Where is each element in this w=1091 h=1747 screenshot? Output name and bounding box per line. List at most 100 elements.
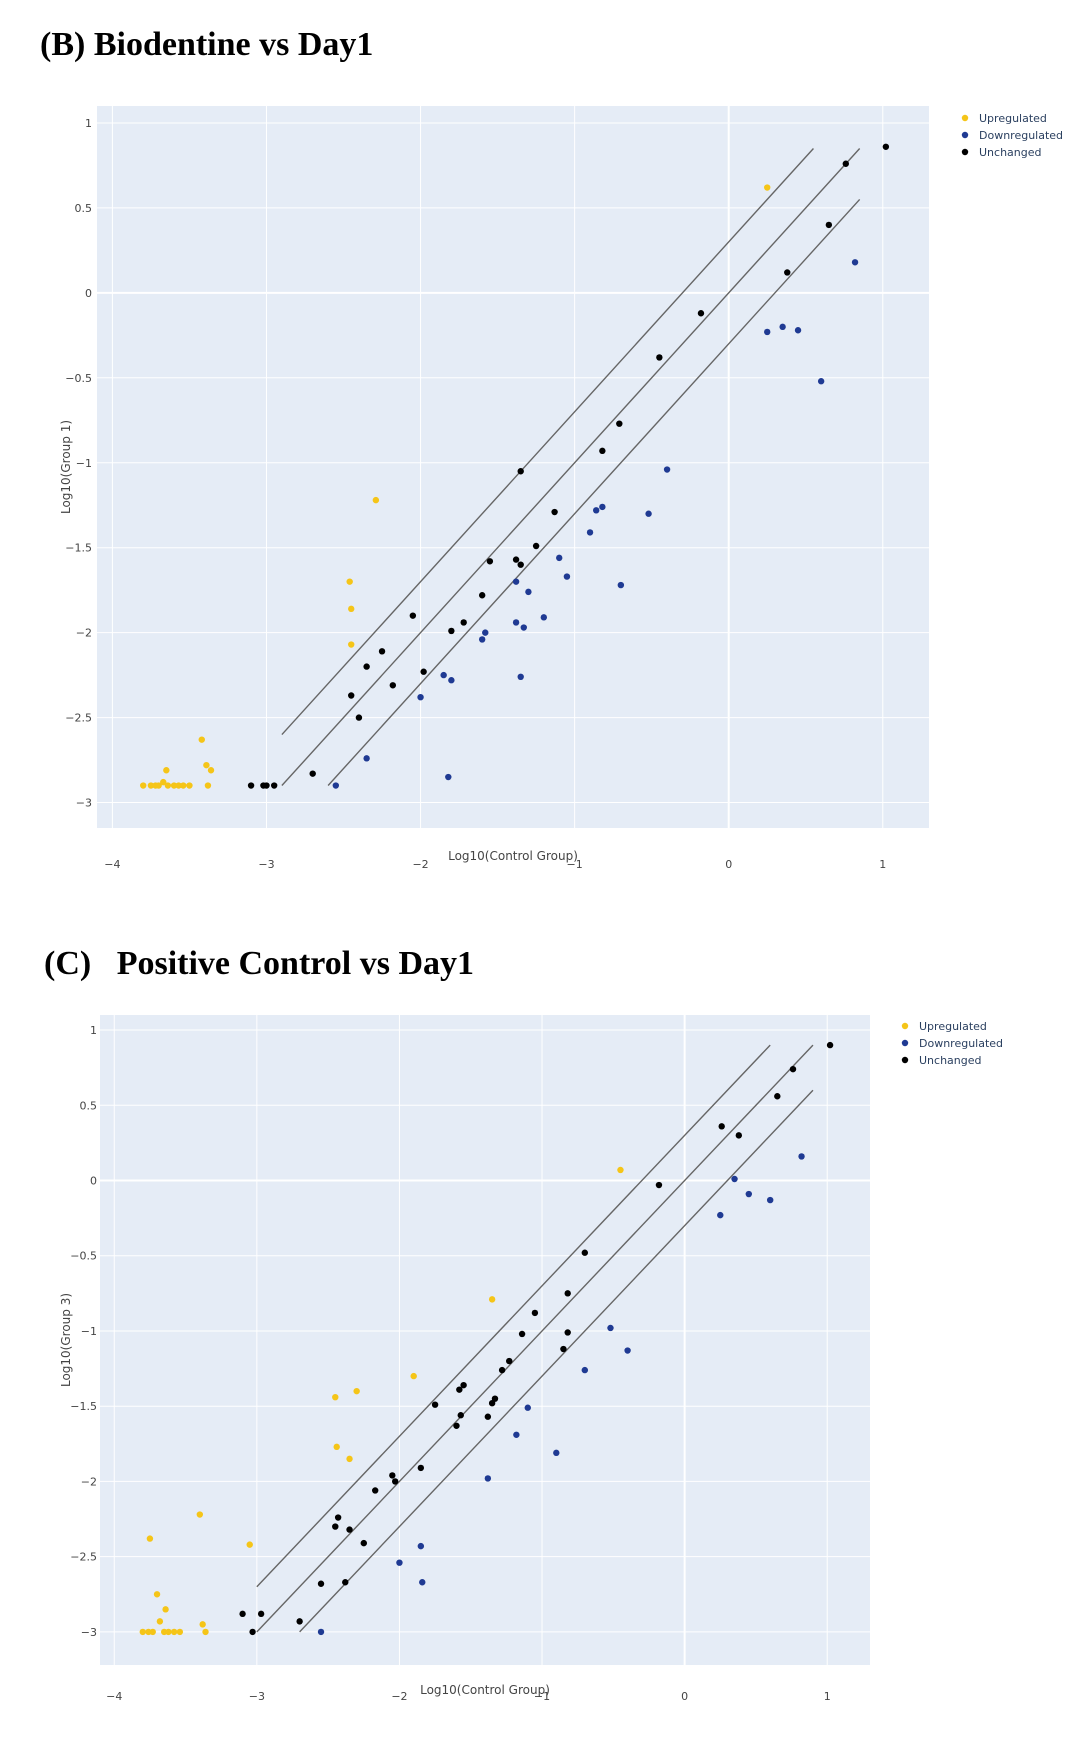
- fold-change-line: [256, 1044, 814, 1633]
- downregulated-point: [440, 671, 447, 679]
- upregulated-point: [162, 1606, 169, 1613]
- legend-label: Downregulated: [979, 129, 1063, 142]
- downregulated-point: [512, 619, 520, 626]
- upregulated-point: [617, 1166, 624, 1174]
- downregulated-point: [417, 693, 424, 701]
- upregulated-point: [164, 782, 172, 789]
- unchanged-point: [457, 1412, 464, 1419]
- unchanged-point: [560, 1345, 567, 1353]
- upregulated-point: [246, 1541, 253, 1548]
- y-tick-label: 0: [90, 1175, 97, 1188]
- downregulated-point: [524, 1404, 531, 1411]
- fold-change-line: [281, 148, 861, 786]
- unchanged-point: [486, 558, 494, 565]
- unchanged-point: [655, 1181, 663, 1189]
- x-tick-label: −2: [412, 858, 428, 871]
- downregulated-point: [556, 554, 563, 562]
- downregulated-point: [731, 1175, 738, 1183]
- unchanged-point: [460, 1381, 467, 1389]
- downregulated-point: [798, 1153, 805, 1160]
- x-tick-label: 0: [725, 858, 732, 871]
- downregulated-point: [520, 624, 527, 631]
- y-tick-label: 1: [90, 1024, 97, 1037]
- unchanged-point: [826, 1041, 834, 1049]
- upregulated-point: [163, 767, 170, 774]
- upregulated-point: [204, 782, 212, 789]
- unchanged-point: [257, 1610, 265, 1618]
- unchanged-point: [360, 1539, 367, 1547]
- unchanged-point: [456, 1386, 463, 1393]
- unchanged-point: [532, 542, 540, 550]
- y-tick-label: −3: [81, 1626, 97, 1639]
- downregulated-point: [363, 755, 370, 762]
- x-tick-label: −2: [391, 1690, 407, 1703]
- legend-marker: [901, 1022, 909, 1030]
- y-tick-label: −2.5: [65, 712, 92, 725]
- downregulated-point: [517, 673, 524, 681]
- unchanged-point: [363, 663, 370, 670]
- downregulated-point: [586, 529, 594, 536]
- upregulated-point: [203, 761, 210, 769]
- x-tick-label: −3: [258, 858, 274, 871]
- unchanged-point: [506, 1357, 513, 1365]
- unchanged-point: [784, 269, 791, 276]
- unchanged-point: [616, 420, 623, 427]
- unchanged-point: [531, 1309, 539, 1317]
- unchanged-point: [409, 612, 417, 619]
- x-tick-label: −4: [106, 1690, 122, 1703]
- unchanged-point: [342, 1579, 349, 1586]
- unchanged-point: [389, 682, 397, 689]
- legend-marker: [901, 1039, 909, 1047]
- upregulated-point: [353, 1387, 360, 1395]
- downregulated-point: [779, 323, 786, 331]
- downregulated-point: [525, 588, 532, 596]
- unchanged-point: [372, 1487, 379, 1494]
- fold-change-line: [299, 1089, 814, 1633]
- unchanged-point: [825, 221, 833, 229]
- y-tick-label: −1: [81, 1325, 97, 1338]
- upregulated-point: [140, 782, 147, 789]
- x-tick-label: −4: [104, 858, 120, 871]
- downregulated-point: [645, 510, 652, 517]
- upregulated-point: [488, 1296, 496, 1303]
- downregulated-point: [851, 259, 859, 266]
- unchanged-point: [317, 1580, 325, 1587]
- legend-label: Unchanged: [919, 1054, 982, 1067]
- upregulated-point: [180, 782, 187, 789]
- y-tick-label: 0.5: [80, 1099, 98, 1112]
- unchanged-point: [718, 1123, 725, 1130]
- upregulated-point: [170, 782, 178, 789]
- downregulated-point: [581, 1366, 589, 1374]
- x-tick-label: −1: [534, 1690, 550, 1703]
- downregulated-point: [513, 1431, 520, 1438]
- legend-marker: [901, 1056, 909, 1064]
- upregulated-point: [207, 767, 215, 774]
- upregulated-point: [348, 641, 355, 648]
- y-tick-label: −2: [76, 627, 92, 640]
- downregulated-point: [717, 1211, 724, 1219]
- x-tick-label: −1: [567, 858, 583, 871]
- unchanged-point: [420, 668, 427, 675]
- unchanged-point: [789, 1065, 797, 1073]
- unchanged-point: [656, 354, 663, 361]
- downregulated-point: [445, 773, 452, 781]
- unchanged-point: [249, 1628, 256, 1636]
- y-tick-label: 0: [85, 287, 92, 300]
- unchanged-point: [355, 714, 363, 721]
- upregulated-point: [764, 184, 771, 191]
- upregulated-point: [196, 1511, 204, 1518]
- upregulated-point: [147, 782, 155, 789]
- downregulated-point: [448, 677, 455, 684]
- unchanged-point: [551, 508, 558, 516]
- downregulated-point: [617, 581, 625, 589]
- upregulated-point: [372, 496, 380, 504]
- y-tick-label: −2.5: [70, 1551, 97, 1564]
- unchanged-point: [334, 1514, 342, 1521]
- unchanged-point: [581, 1249, 589, 1256]
- upregulated-point: [333, 1443, 340, 1451]
- scatter-chart-b: −4 −3 −2 −1 0 1 1 0.5 0 −0.5 −1 −1.5 −2 −2.5 −3 Log10(C…: [59, 106, 1063, 871]
- unchanged-point: [518, 1330, 526, 1338]
- upregulated-point: [149, 1628, 156, 1636]
- unchanged-point: [517, 468, 524, 475]
- x-tick-label: 0: [681, 1690, 688, 1703]
